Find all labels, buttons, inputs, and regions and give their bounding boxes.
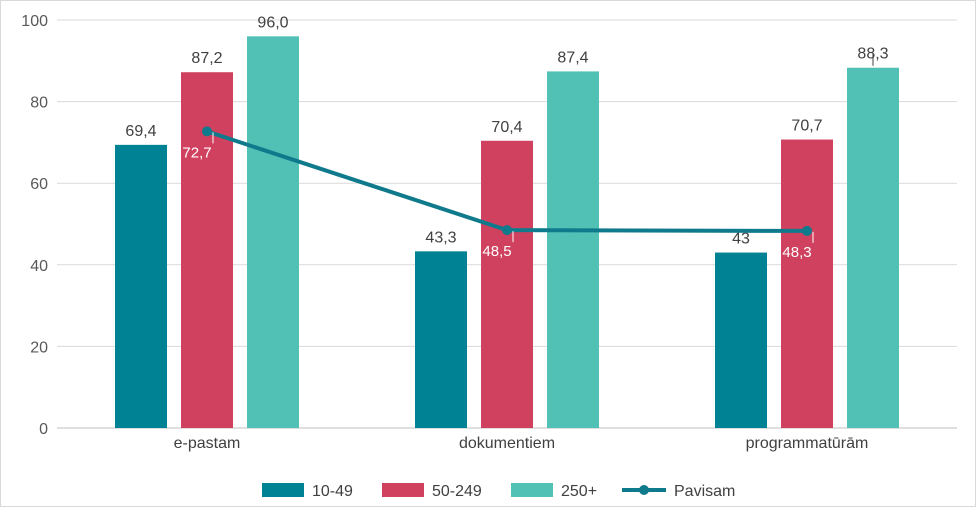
bar-250+-e-pastam: [247, 36, 299, 428]
legend-swatch-10-49: [262, 483, 304, 497]
x-category-label: dokumentiem: [459, 435, 555, 452]
y-tick-label-60: 60: [30, 176, 48, 193]
bar-50-249-e-pastam: [181, 72, 233, 428]
line-point: [202, 126, 212, 137]
line-point: [802, 225, 812, 236]
data-label: 87,4: [557, 49, 588, 66]
legend-swatch-50-249: [382, 483, 424, 497]
line-data-label: 72,7: [182, 144, 211, 161]
y-tick-label-40: 40: [30, 258, 48, 275]
x-category-label: e-pastam: [174, 435, 241, 452]
bar-250+-dokumentiem: [547, 71, 599, 429]
bar-50-249-dokumentiem: [481, 140, 533, 428]
bar-50-249-programmatūrām: [781, 139, 833, 428]
data-label: 96,0: [257, 14, 288, 31]
data-label: 87,2: [191, 50, 222, 67]
line-point: [502, 225, 512, 236]
legend-label-Pavisam: Pavisam: [674, 483, 735, 500]
data-label: 43,3: [425, 229, 456, 246]
bar-10-49-programmatūrām: [715, 252, 767, 428]
x-category-label: programmatūrām: [746, 435, 869, 452]
data-label: 70,4: [491, 119, 522, 136]
line-data-label: 48,3: [782, 244, 811, 261]
legend-swatch-250+: [511, 483, 553, 497]
data-label: 43: [732, 231, 750, 248]
bar-10-49-e-pastam: [115, 144, 167, 428]
legend-marker-Pavisam: [639, 485, 649, 495]
legend-label-50-249: 50-249: [432, 483, 482, 500]
line-data-label: 48,5: [482, 243, 511, 260]
data-label: 70,7: [791, 118, 822, 135]
y-tick-label-20: 20: [30, 339, 48, 356]
y-tick-label-80: 80: [30, 95, 48, 112]
legend-label-10-49: 10-49: [312, 483, 353, 500]
bar-10-49-dokumentiem: [415, 251, 467, 428]
legend-label-250+: 250+: [561, 483, 597, 500]
bar-250+-programmatūrām: [847, 67, 899, 429]
data-label: 69,4: [125, 123, 156, 140]
y-tick-label-0: 0: [39, 421, 48, 438]
y-tick-label-100: 100: [21, 13, 48, 30]
